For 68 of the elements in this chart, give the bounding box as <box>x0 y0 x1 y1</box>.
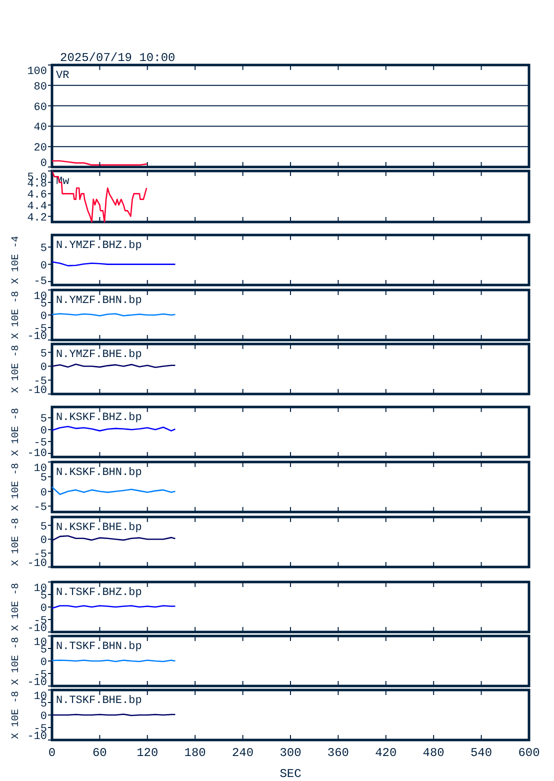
y-tick-label: 80 <box>34 81 47 94</box>
y-tick-label: 5 <box>40 298 47 310</box>
y-tick-label: 100 <box>27 66 47 78</box>
y-tick-label: -10 <box>27 331 47 343</box>
x-tick-label: 480 <box>422 746 444 760</box>
y-tick-label: 0 <box>40 260 47 272</box>
y-axis-title: X 10E -8 <box>11 690 22 740</box>
y-tick-label: 0 <box>40 603 47 615</box>
y-tick-label: -5 <box>34 276 47 288</box>
x-tick-label: 360 <box>327 746 350 760</box>
y-tick-label: 5 <box>40 698 47 710</box>
text: N.KSKF.BHN.bp <box>56 467 142 479</box>
y-tick-label: 0 <box>40 311 47 323</box>
x-tick-label: 240 <box>232 746 254 760</box>
y-axis-title: X 10E -8 <box>11 636 22 686</box>
x-tick-label: 60 <box>92 746 107 760</box>
y-tick-label: -10 <box>27 677 47 689</box>
y-tick-label: 5 <box>40 348 47 360</box>
x-axis-title: SEC <box>280 767 302 781</box>
chart-title: N.KSKF.BHE.bp <box>56 522 142 534</box>
chart-title: N.TSKF.BHN.bp <box>56 641 142 653</box>
chart-title: N.YMZF.BHN.bp <box>56 295 142 307</box>
y-axis-title: X 10E -8 <box>11 518 22 566</box>
y-axis-title: X 10E -8 <box>11 408 22 456</box>
y-axis-title: X 10E -8 <box>11 290 22 340</box>
y-tick-label: 40 <box>34 122 47 134</box>
chart-title: VR <box>56 70 70 82</box>
y-axis-title: X 10E -8 <box>11 582 22 632</box>
y-tick-label: -10 <box>27 448 47 460</box>
y-tick-label: 0 <box>40 158 47 170</box>
x-tick-label: 420 <box>375 746 397 760</box>
y-tick-label: 5 <box>40 414 47 426</box>
x-tick-label: 540 <box>470 746 492 760</box>
y-axis-title: X 10E -8 <box>11 462 22 512</box>
y-tick-label: 5 <box>40 472 47 485</box>
chart-title: N.YMZF.BHE.bp <box>56 349 142 361</box>
y-tick-label: 20 <box>34 142 47 155</box>
y-tick-label: 0 <box>40 657 47 669</box>
y-tick-label: 0 <box>40 487 47 500</box>
line-series <box>51 170 148 223</box>
y-tick-label: 5 <box>40 243 47 256</box>
chart-title: N.TSKF.BHZ.bp <box>56 587 142 599</box>
y-tick-label: 4.6 <box>27 190 47 202</box>
y-axis-title: X 10E -4 <box>11 236 22 284</box>
chart-title: N.KSKF.BHZ.bp <box>56 412 142 424</box>
y-tick-label: 5 <box>40 521 47 534</box>
y-tick-label: 4.8 <box>27 178 47 190</box>
y-tick-label: 0 <box>40 426 47 438</box>
y-tick-label: -5 <box>34 502 47 514</box>
y-tick-label: 0 <box>40 535 47 548</box>
x-tick-label: 180 <box>184 746 206 760</box>
y-tick-label: 5 <box>40 590 47 602</box>
x-tick-label: 120 <box>136 746 158 760</box>
y-axis-title: X 10E -8 <box>11 344 22 394</box>
y-tick-label: 5 <box>40 644 47 656</box>
x-tick-label: 600 <box>518 746 540 760</box>
y-tick-label: 60 <box>34 102 47 114</box>
y-tick-label: 4.2 <box>27 212 47 224</box>
x-tick-label: 300 <box>280 746 302 760</box>
y-tick-label: -10 <box>27 623 47 635</box>
chart-title: N.TSKF.BHE.bp <box>56 695 142 707</box>
y-tick-label: -5 <box>34 438 47 450</box>
text: 2025/07/19 10:00 <box>60 51 176 65</box>
chart-title: N.YMZF.BHZ.bp <box>56 240 142 252</box>
y-tick-label: -10 <box>27 731 47 743</box>
y-tick-label: 0 <box>40 711 47 723</box>
y-tick-label: 0 <box>40 362 47 374</box>
y-tick-label: 4.4 <box>27 201 48 213</box>
